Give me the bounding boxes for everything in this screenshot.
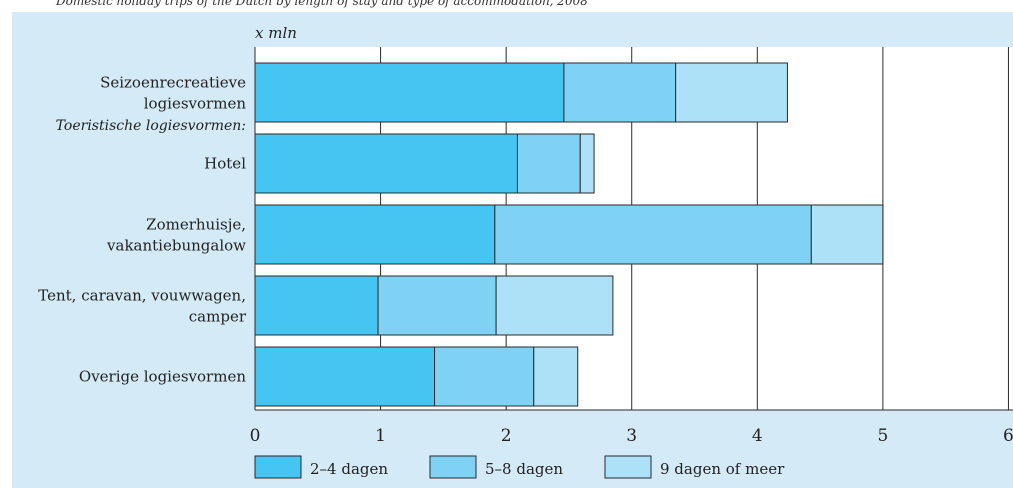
bar-4-series-2 (377, 275, 497, 336)
x-tick-label-5: 5 (877, 426, 888, 446)
bar-5-series-3 (533, 346, 579, 407)
bar-4-series-1 (254, 275, 379, 336)
category-label-3-line-2: vakantiebungalow (106, 237, 246, 255)
legend-label-2: 5–8 dagen (485, 460, 563, 478)
chart-caption: Domestic holiday trips of the Dutch by l… (56, 0, 588, 8)
bar-4-series-3 (495, 275, 614, 336)
bar-1-series-3 (675, 62, 788, 123)
legend-swatch-3 (604, 455, 652, 479)
category-label-4-line-2: camper (189, 308, 247, 326)
legend-label-3: 9 dagen of meer (660, 460, 785, 478)
bar-3-series-2 (494, 204, 812, 265)
bar-1-series-2 (563, 62, 677, 123)
legend-label-1: 2–4 dagen (310, 460, 388, 478)
subheading-toeristische: Toeristische logiesvormen: (56, 118, 246, 134)
legend-swatch-1 (254, 455, 302, 479)
legend-swatch-2 (429, 455, 477, 479)
bar-2-series-2 (516, 133, 581, 194)
x-tick-label-6: 6 (1003, 426, 1013, 446)
category-label-2: Hotel (204, 155, 246, 173)
x-tick-label-1: 1 (375, 426, 386, 446)
category-label-1-line-2: logiesvormen (144, 95, 247, 113)
bar-2-series-1 (254, 133, 518, 194)
x-tick-label-0: 0 (250, 426, 261, 446)
x-tick-label-3: 3 (626, 426, 637, 446)
x-tick-label-4: 4 (752, 426, 763, 446)
bar-3-series-3 (810, 204, 884, 265)
category-label-4-line-1: Tent, caravan, vouwwagen, (38, 287, 246, 305)
bar-1-series-1 (254, 62, 565, 123)
bar-5-series-2 (434, 346, 535, 407)
bar-5-series-1 (254, 346, 436, 407)
x-tick-label-2: 2 (501, 426, 512, 446)
category-label-3-line-1: Zomerhuisje, (146, 216, 246, 234)
bar-2-series-3 (579, 133, 595, 194)
category-label-5: Overige logiesvormen (79, 368, 246, 386)
unit-label: x mln (255, 24, 297, 42)
bar-3-series-1 (254, 204, 496, 265)
category-label-1-line-1: Seizoenrecreatieve (100, 74, 246, 92)
